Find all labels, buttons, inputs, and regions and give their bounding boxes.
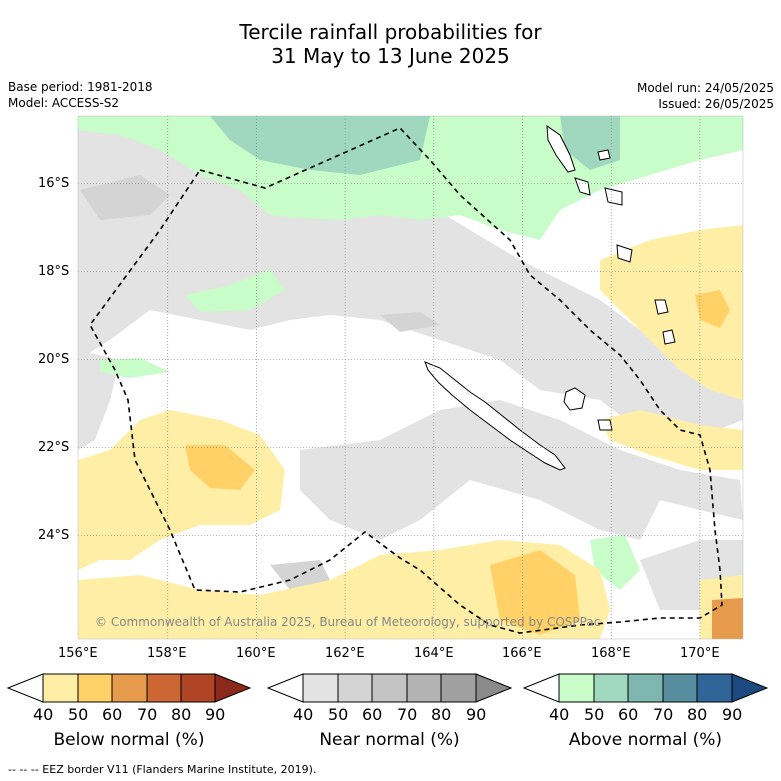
colorbar-above-normal [522,673,769,703]
below-normal-region-south [78,540,610,639]
colorbar-tick: 60 [618,705,639,724]
lat-label: 24°S [38,528,70,543]
colorbar-near-label: Near normal (%) [319,730,460,750]
eez-border [89,127,723,634]
near-normal-region-west [78,350,120,450]
below-normal-70-patch-far-southeast [712,598,743,639]
probability-field [78,116,743,639]
colorbar-tick: 60 [102,705,123,724]
near-normal-darker-patch-central [380,312,440,332]
issued-date: Issued: 26/05/2025 [658,97,774,111]
new-caledonia-mainland [424,361,566,471]
below-normal-60-patch-east [695,290,730,328]
colorbars [6,673,769,703]
lat-label: 22°S [38,440,70,455]
lat-label: 20°S [38,352,70,367]
above-normal-60-region-north [210,116,430,175]
lon-label: 160°E [236,646,276,661]
colorbar-above-label: Above normal (%) [568,730,723,750]
colorbar-tick: 50 [68,705,89,724]
lon-label: 168°E [591,646,631,661]
below-normal-region-east [600,225,743,400]
near-normal-darker-patch-south [270,560,330,590]
vanuatu-islands [546,124,676,345]
below-normal-60-patch-south [490,550,580,635]
colorbar-tick: 90 [466,705,487,724]
lon-label: 162°E [325,646,365,661]
colorbar-tick: 70 [137,705,158,724]
near-normal-region-south [300,400,743,540]
colorbar-tick: 80 [431,705,452,724]
colorbar-tick: 70 [397,705,418,724]
loyalty-islands [563,387,586,411]
lon-label: 166°E [502,646,542,661]
colorbar-tick: 40 [33,705,54,724]
map-title-line1: Tercile rainfall probabilities for [239,20,542,44]
model-run: Model run: 24/05/2025 [636,81,774,95]
near-normal-darker-patch-north [80,175,170,220]
lon-label: 158°E [147,646,187,661]
colorbar-below-normal [6,673,252,703]
colorbar-tick: 50 [584,705,605,724]
eez-legend-footnote: -- -- -- EEZ border V11 (Flanders Marine… [8,763,317,776]
below-normal-region-southeast [600,410,743,470]
lat-label: 18°S [38,264,70,279]
above-normal-region-midwest [185,270,285,312]
below-normal-60-patch-southwest [185,445,255,490]
below-normal-region-southwest [78,410,285,570]
colorbar-tick: 70 [653,705,674,724]
colorbar-tick: 40 [293,705,314,724]
above-normal-region-east [590,535,640,590]
island-east-south [597,419,613,431]
copyright-notice: © Commonwealth of Australia 2025, Bureau… [95,615,601,629]
lon-label: 164°E [414,646,454,661]
colorbar-tick: 90 [205,705,226,724]
above-normal-region-west-small [100,358,170,378]
colorbar-tick: 50 [328,705,349,724]
lat-label: 16°S [38,176,70,191]
graticule [78,116,743,639]
colorbar-tick: 60 [362,705,383,724]
colorbar-below-label: Below normal (%) [53,730,205,750]
base-period: Base period: 1981-2018 [8,80,153,94]
colorbar-tick: 40 [549,705,570,724]
colorbar-tick: 80 [687,705,708,724]
colorbar-near-normal [266,673,513,703]
colorbar-tick: 90 [722,705,743,724]
colorbar-tick: 80 [171,705,192,724]
lon-label: 170°E [680,646,720,661]
model-name: Model: ACCESS-S2 [8,96,120,110]
lon-label: 156°E [58,646,98,661]
map-title-line2: 31 May to 13 June 2025 [271,44,510,68]
